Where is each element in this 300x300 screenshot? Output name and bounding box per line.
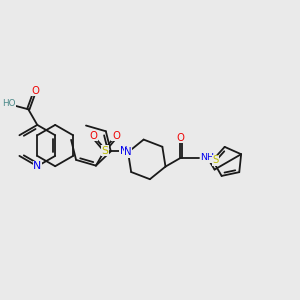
Text: N: N [120,146,127,155]
Text: O: O [89,131,97,141]
Text: O: O [31,86,39,96]
Text: S: S [212,155,219,165]
Text: NH: NH [200,153,214,162]
Text: S: S [101,146,108,155]
Text: N: N [124,147,132,157]
Text: HO: HO [2,99,15,108]
Text: O: O [112,131,120,141]
Text: O: O [177,133,184,143]
Text: N: N [33,161,41,171]
